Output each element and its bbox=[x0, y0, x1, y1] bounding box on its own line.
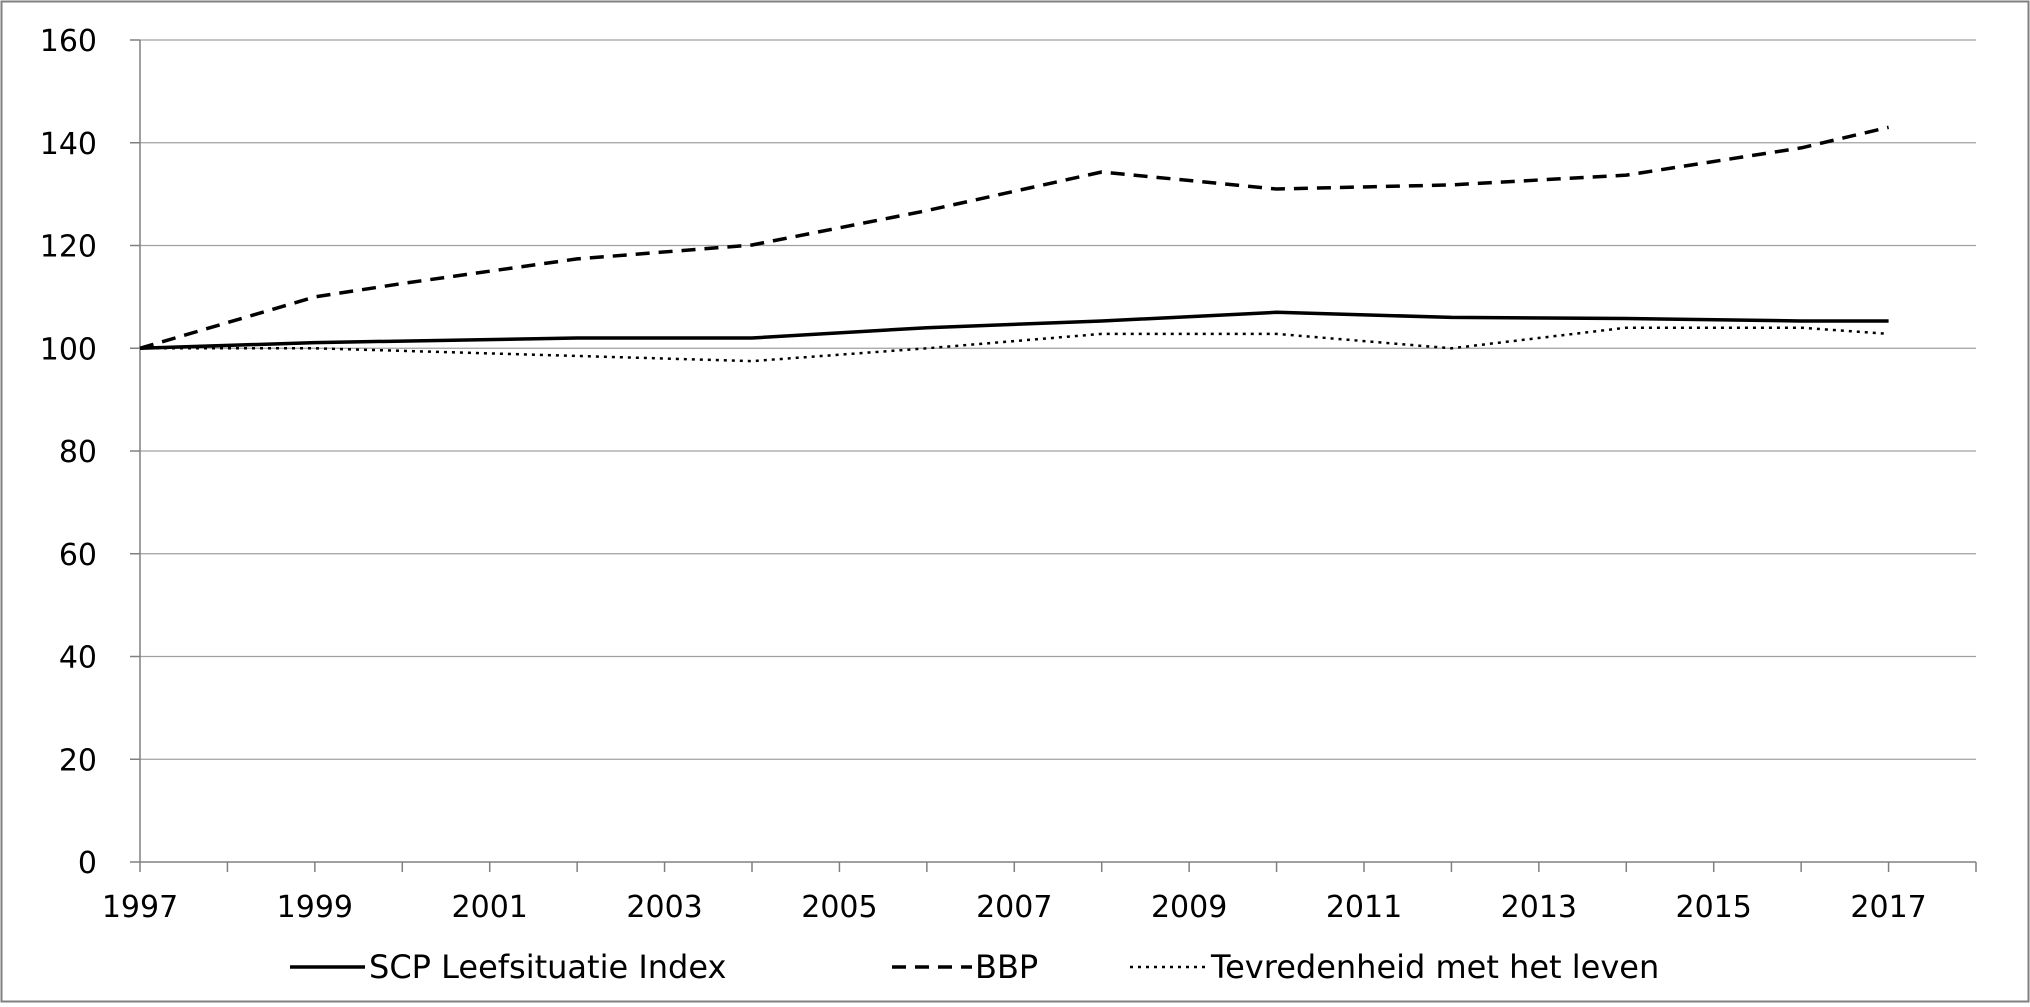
x-tick-label: 1997 bbox=[102, 890, 178, 925]
y-tick-label: 160 bbox=[40, 24, 97, 59]
legend-label-scp-leefsituatie-index: SCP Leefsituatie Index bbox=[369, 948, 726, 986]
y-tick-label: 60 bbox=[59, 538, 97, 573]
x-tick-label: 2001 bbox=[452, 890, 528, 925]
x-tick-label: 2011 bbox=[1326, 890, 1402, 925]
legend: SCP Leefsituatie Index BBP Tevredenheid me… bbox=[290, 948, 1659, 986]
y-tick-label: 80 bbox=[59, 435, 97, 470]
x-tick-label: 1999 bbox=[277, 890, 353, 925]
y-tick-label: 0 bbox=[78, 846, 97, 881]
y-tick-label: 140 bbox=[40, 127, 97, 162]
x-tick-label: 2007 bbox=[976, 890, 1052, 925]
y-tick-label: 40 bbox=[59, 641, 97, 676]
x-tick-label: 2017 bbox=[1850, 890, 1926, 925]
x-tick-label: 2005 bbox=[801, 890, 877, 925]
x-tick-label: 2013 bbox=[1501, 890, 1577, 925]
y-tick-label: 100 bbox=[40, 332, 97, 367]
legend-label-bbp: BBP bbox=[975, 948, 1038, 986]
y-tick-label: 20 bbox=[59, 743, 97, 778]
x-tick-label: 2009 bbox=[1151, 890, 1227, 925]
x-tick-label: 2015 bbox=[1676, 890, 1752, 925]
legend-label-tevredenheid-met-het-leven: Tevredenheid met het leven bbox=[1210, 948, 1659, 986]
y-tick-label: 120 bbox=[40, 230, 97, 265]
x-tick-label: 2003 bbox=[626, 890, 702, 925]
